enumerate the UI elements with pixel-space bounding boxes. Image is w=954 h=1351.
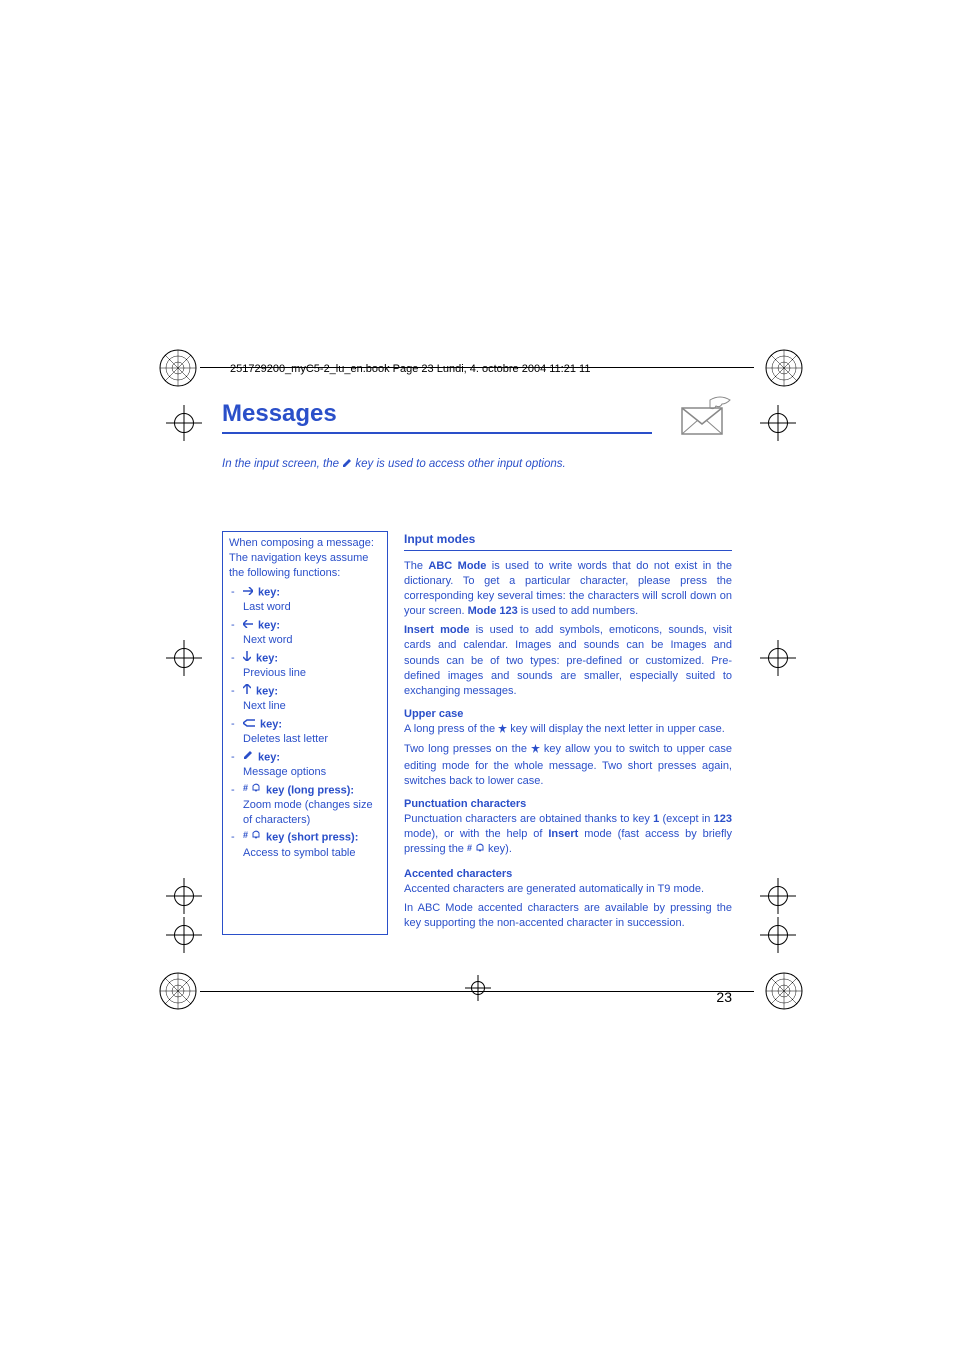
key-desc: Previous line [243,666,381,681]
down-arrow-icon [243,651,251,666]
up-arrow-icon [243,684,251,699]
intro-post: key is used to access other input option… [352,458,566,470]
columns: When composing a message: The navigation… [222,531,732,935]
t: ABC Mode [428,560,486,572]
title-rule [222,432,652,434]
t: mode), or with the help of [404,828,548,840]
reg-mark-tr [764,348,804,388]
upper-p1: A long press of the key will display the… [404,722,732,738]
key-desc: Next word [243,633,381,648]
acc-p1: Accented characters are generated automa… [404,882,732,897]
acc-head: Accented characters [404,867,732,882]
key-label: key: [255,751,280,763]
hash-bell-icon: # [243,830,261,845]
header-path: 251729200_myC5-2_lu_en.book Page 23 Lund… [230,363,590,375]
t: key). [485,843,512,855]
t: is used to add numbers. [518,605,638,617]
t: Insert [548,828,578,840]
page-content: Messages In the input screen, the key is… [222,400,732,935]
key-label: key: [257,718,282,730]
intro-text: In the input screen, the key is used to … [222,458,732,471]
key-desc: Next line [243,699,381,714]
back-key-icon [243,717,255,732]
reg-mark-tl [158,348,198,388]
reg-mark-br [764,971,804,1011]
crosshair-bl3 [166,917,202,953]
sidebar-item: key: Deletes last letter [229,717,381,747]
t: Insert mode [404,624,469,636]
sidebar-list: key: Last word key: Next word key: Previ… [229,585,381,861]
key-label: key: [253,652,278,664]
upper-head: Upper case [404,707,732,722]
t: key will display the next letter in uppe… [507,723,725,735]
key-label: key: [255,619,280,631]
envelope-icon [680,394,736,436]
punct-head: Punctuation characters [404,797,732,812]
crosshair-mr [760,640,796,676]
crosshair-br3 [760,917,796,953]
sidebar-item: # key (short press): Access to symbol ta… [229,830,381,860]
key-desc: Access to symbol table [243,846,381,861]
hash-bell-icon: # [243,783,261,798]
upper-p2: Two long presses on the key allow you to… [404,742,732,789]
key-label: key (long press): [263,784,354,796]
right-arrow-icon [243,585,253,600]
key-desc: Deletes last letter [243,732,381,747]
main-column: Input modes The ABC Mode is used to writ… [404,531,732,935]
t: Two long presses on the [404,743,531,755]
left-arrow-icon [243,618,253,633]
sidebar-item: key: Next word [229,618,381,648]
sidebar-item: key: Next line [229,684,381,714]
p1: The ABC Mode is used to write words that… [404,559,732,620]
crosshair-bl2 [166,878,202,914]
t: Mode 123 [468,605,518,617]
t: Punctuation characters are obtained than… [404,813,653,825]
pencil-key-icon [243,750,253,765]
svg-text:#: # [467,843,472,853]
star-key-icon [498,723,507,738]
key-desc: Last word [243,600,381,615]
sidebar-intro: When composing a message: The navigation… [229,536,381,581]
star-key-icon [531,743,540,758]
t: 123 [714,813,732,825]
sidebar-item: key: Previous line [229,651,381,681]
crosshair-tl2 [166,405,202,441]
acc-p2: In ABC Mode accented characters are avai… [404,901,732,931]
sidebar-item: key: Message options [229,750,381,780]
crosshair-bc [465,975,491,1001]
crosshair-tr2 [760,405,796,441]
t: A long press of the [404,723,498,735]
t: (except in [659,813,713,825]
page-number: 23 [716,989,732,1005]
pencil-key-icon [342,458,352,471]
key-label: key: [253,685,278,697]
key-label: key: [255,586,280,598]
key-label: key (short press): [263,832,358,844]
hash-bell-icon: # [467,843,485,858]
sidebar-item: key: Last word [229,585,381,615]
t: The [404,560,428,572]
svg-text:#: # [243,830,248,840]
key-desc: Message options [243,765,381,780]
p2: Insert mode is used to add symbols, emot… [404,623,732,699]
crosshair-ml [166,640,202,676]
key-desc: Zoom mode (changes size of characters) [243,798,381,828]
section-head: Input modes [404,531,732,548]
crosshair-br2 [760,878,796,914]
section-rule [404,550,732,551]
sidebar-item: # key (long press): Zoom mode (changes s… [229,783,381,828]
sidebar-box: When composing a message: The navigation… [222,531,388,935]
page-title: Messages [222,400,732,428]
intro-pre: In the input screen, the [222,458,342,470]
svg-text:#: # [243,783,248,793]
punct-p: Punctuation characters are obtained than… [404,812,732,859]
reg-mark-bl [158,971,198,1011]
